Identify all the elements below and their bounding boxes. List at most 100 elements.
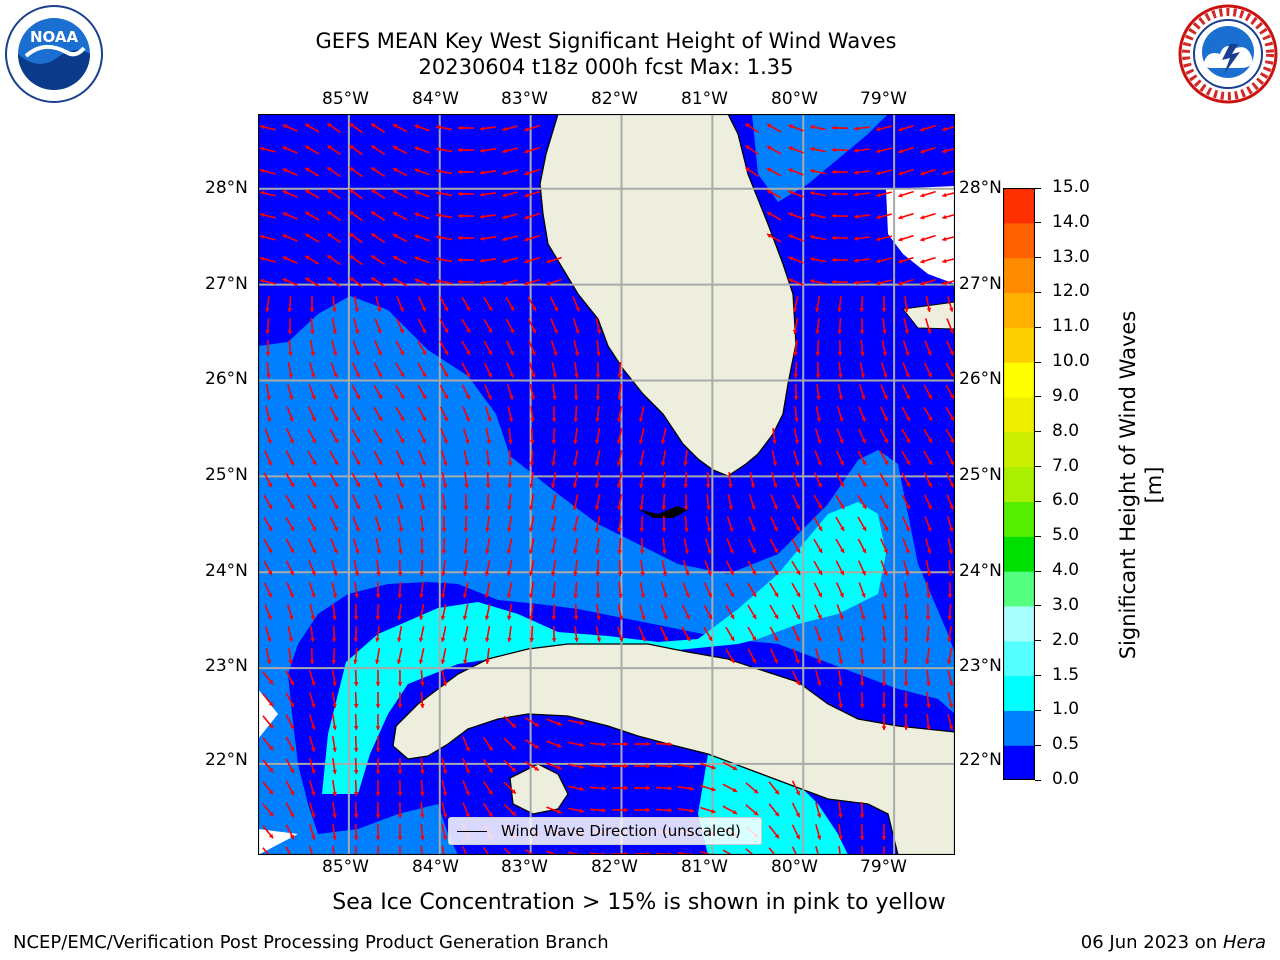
wave-arrow-head	[772, 461, 778, 466]
wave-arrow-head	[617, 572, 623, 576]
wave-arrow-head	[531, 373, 536, 378]
wave-arrow-head	[707, 571, 712, 576]
wave-arrow-head	[375, 704, 381, 708]
wave-arrow-head	[528, 593, 534, 598]
wave-arrow-head	[707, 614, 712, 619]
wave-arrow-head	[638, 461, 644, 466]
wave-arrow-head	[480, 148, 485, 153]
wave-arrow-head	[353, 682, 359, 686]
wave-arrow-head	[920, 193, 925, 198]
wave-arrow-head	[838, 835, 843, 840]
chart-title-line1: GEFS MEAN Key West Significant Height of…	[315, 29, 897, 53]
wave-arrow-head	[282, 212, 288, 217]
wave-arrow-head	[509, 328, 515, 333]
wave-arrow-head	[617, 417, 622, 422]
wave-arrow-head	[575, 329, 580, 334]
wave-arrow-head	[817, 439, 822, 444]
land-bahamas	[902, 301, 955, 330]
wave-arrow-head	[788, 190, 793, 195]
lon-label-bottom: 85°W	[322, 857, 369, 877]
wave-arrow-head	[466, 350, 471, 355]
wave-arrow-head	[524, 171, 529, 176]
wave-arrow-head	[529, 440, 535, 444]
wave-arrow-head	[305, 167, 310, 172]
wave-arrow-head	[534, 744, 539, 749]
wave-arrow-head	[305, 255, 310, 260]
wave-arrow-head	[638, 439, 644, 444]
wave-arrow-head	[458, 235, 462, 241]
wave-arrow-head	[488, 790, 493, 795]
colorbar-tick-mark	[1035, 675, 1041, 677]
wave-arrow-head	[528, 527, 534, 532]
colorbar-tick-mark	[1035, 361, 1041, 363]
wave-arrow-head	[596, 615, 601, 620]
wave-arrow-head	[572, 505, 578, 510]
wave-arrow-head	[884, 460, 889, 465]
wave-arrow-head	[752, 614, 757, 619]
colorbar-tick-label: 10.0	[1052, 351, 1090, 372]
wave-arrow-head	[638, 417, 644, 422]
wave-arrow-head	[573, 616, 579, 620]
wave-arrow-head	[904, 571, 910, 576]
lat-label-left: 28°N	[205, 178, 248, 198]
wave-arrow-head	[876, 236, 881, 242]
wave-arrow-head	[421, 483, 426, 488]
wave-arrow-head	[311, 548, 316, 554]
wave-arrow-head	[458, 125, 462, 131]
wave-arrow-head	[332, 329, 338, 334]
wave-arrow-head	[311, 769, 316, 774]
wave-arrow-head	[327, 167, 332, 172]
wave-arrow-head	[502, 192, 507, 198]
wave-arrow-head	[353, 748, 359, 752]
colorbar-tick-mark	[1035, 779, 1041, 781]
wave-arrow-head	[859, 814, 865, 818]
wave-arrow-head	[876, 258, 881, 264]
wave-arrow-head	[729, 592, 734, 597]
wave-arrow-head	[942, 148, 947, 154]
wave-arrow-head	[331, 660, 337, 664]
colorbar-swatch	[1003, 188, 1035, 224]
wave-arrow-head	[465, 439, 470, 444]
wave-arrow-head	[948, 681, 954, 686]
wave-arrow-head	[419, 550, 425, 554]
wave-arrow-head	[355, 504, 360, 510]
wave-arrow-head	[282, 146, 288, 151]
wave-arrow-head	[420, 527, 425, 532]
wave-arrow-head	[550, 527, 556, 532]
map-frame	[258, 114, 955, 855]
wave-arrow-head	[440, 637, 446, 642]
wave-arrow-head	[773, 548, 778, 553]
wave-arrow-head	[268, 767, 274, 773]
colorbar-tick-mark	[1035, 431, 1041, 433]
wave-arrow-head	[353, 770, 359, 774]
wave-arrow-head	[353, 836, 359, 840]
wave-arrow-head	[942, 214, 947, 220]
wave-arrow-head	[458, 147, 462, 153]
wave-arrow-head	[311, 395, 316, 400]
wave-arrow-head	[837, 307, 842, 312]
wave-arrow-head	[421, 306, 426, 312]
wave-arrow-head	[508, 417, 514, 422]
wave-arrow-head	[641, 615, 646, 620]
footer-left: NCEP/EMC/Verification Post Processing Pr…	[13, 932, 609, 953]
wave-arrow-head	[399, 307, 404, 312]
wave-arrow-head	[528, 549, 534, 554]
wave-arrow-head	[862, 482, 867, 487]
lon-label-top: 83°W	[501, 89, 548, 109]
wave-arrow-head	[898, 281, 903, 286]
wave-arrow-head	[668, 763, 672, 769]
lat-label-right: 25°N	[959, 465, 1002, 485]
wave-arrow-head	[949, 307, 954, 312]
wave-arrow-head	[480, 170, 485, 175]
wave-arrow-head	[311, 593, 316, 598]
wave-arrow-head	[265, 330, 270, 334]
wave-arrow-head	[795, 790, 800, 796]
wave-arrow-head	[311, 835, 316, 840]
colorbar-tick-label: 1.5	[1052, 664, 1080, 685]
wave-arrow-head	[557, 765, 562, 770]
wave-arrow-head	[903, 660, 908, 664]
wave-arrow-head	[618, 615, 624, 620]
wave-arrow-head	[767, 123, 772, 129]
wave-arrow-head	[289, 570, 294, 576]
colorbar-swatch	[1003, 640, 1035, 677]
